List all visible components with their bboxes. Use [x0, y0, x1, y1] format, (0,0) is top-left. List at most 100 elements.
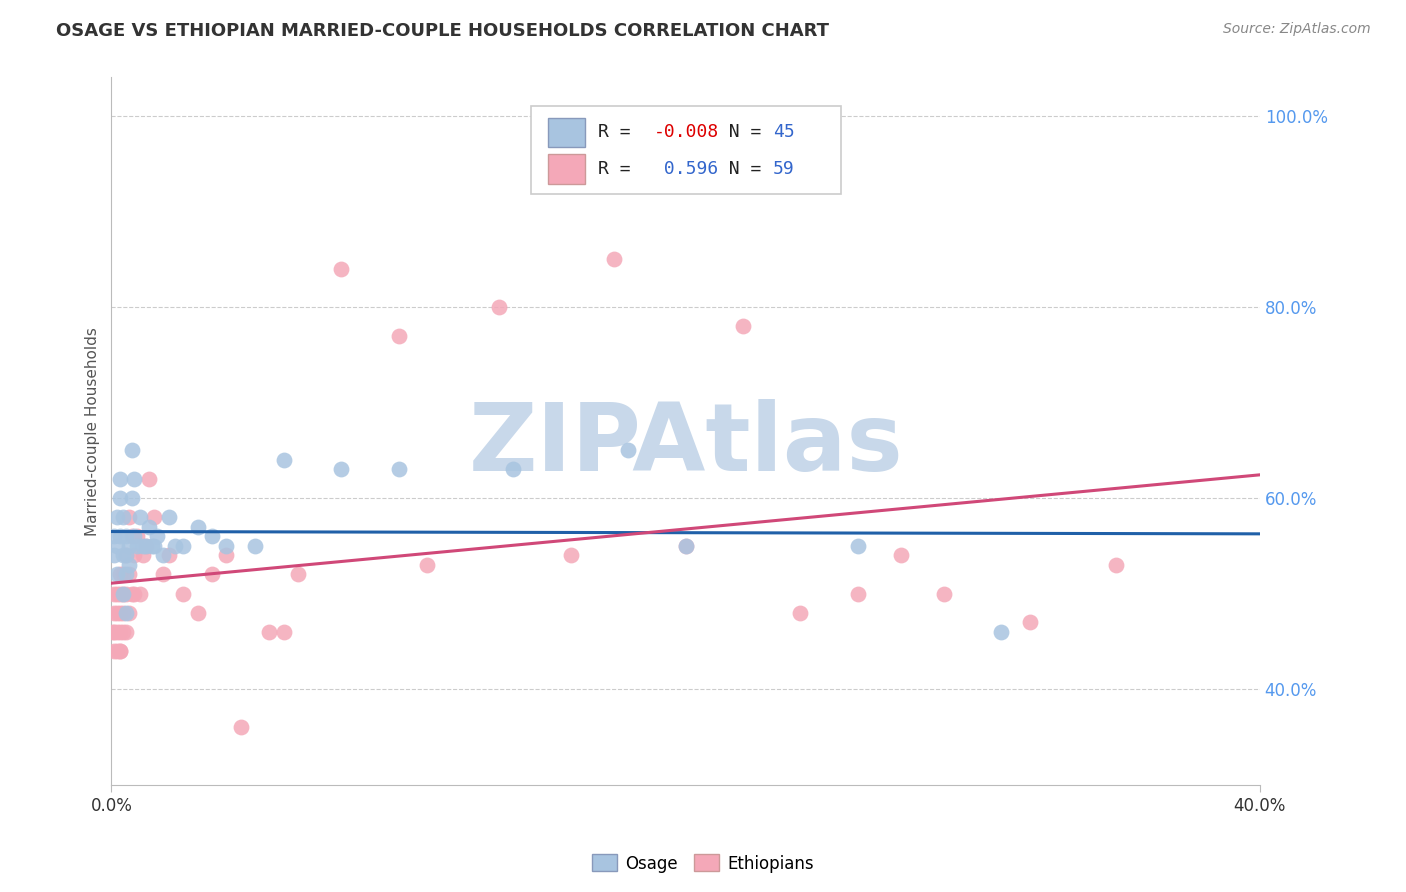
Point — [103, 549, 125, 563]
Point — [330, 462, 353, 476]
Point — [560, 549, 582, 563]
Text: 0.596: 0.596 — [654, 160, 718, 178]
Point — [416, 558, 439, 572]
Point — [124, 529, 146, 543]
Text: N =: N = — [707, 160, 773, 178]
Text: ZIPAtlas: ZIPAtlas — [468, 400, 903, 491]
Point — [103, 624, 125, 639]
Point — [157, 510, 180, 524]
Point — [117, 539, 139, 553]
Point — [114, 529, 136, 543]
Text: Source: ZipAtlas.com: Source: ZipAtlas.com — [1223, 22, 1371, 37]
Point — [138, 472, 160, 486]
FancyBboxPatch shape — [530, 106, 841, 194]
Point — [287, 567, 309, 582]
Point — [846, 539, 869, 553]
Text: R =: R = — [599, 123, 643, 142]
Text: R =: R = — [599, 160, 643, 178]
Point — [103, 606, 125, 620]
Point — [105, 624, 128, 639]
Point — [187, 519, 209, 533]
Point — [215, 539, 238, 553]
Point — [117, 606, 139, 620]
Point — [387, 328, 409, 343]
Point — [172, 539, 194, 553]
Point — [152, 567, 174, 582]
Point — [259, 624, 281, 639]
Point — [105, 644, 128, 658]
Point — [103, 644, 125, 658]
Point — [111, 586, 134, 600]
FancyBboxPatch shape — [548, 154, 585, 184]
Point — [132, 549, 155, 563]
Legend: Osage, Ethiopians: Osage, Ethiopians — [585, 847, 821, 880]
Point — [1019, 615, 1042, 630]
Point — [731, 318, 754, 333]
Point — [124, 472, 146, 486]
Point — [105, 606, 128, 620]
Point — [114, 606, 136, 620]
Point — [152, 549, 174, 563]
Point — [108, 644, 131, 658]
Point — [273, 624, 295, 639]
Text: 45: 45 — [773, 123, 794, 142]
Y-axis label: Married-couple Households: Married-couple Households — [86, 326, 100, 535]
Point — [114, 567, 136, 582]
Point — [101, 624, 124, 639]
Point — [129, 510, 152, 524]
Point — [108, 529, 131, 543]
Point — [1105, 558, 1128, 572]
Point — [111, 606, 134, 620]
Point — [172, 586, 194, 600]
Point — [617, 443, 640, 458]
Point — [163, 539, 186, 553]
Text: 59: 59 — [773, 160, 794, 178]
Text: OSAGE VS ETHIOPIAN MARRIED-COUPLE HOUSEHOLDS CORRELATION CHART: OSAGE VS ETHIOPIAN MARRIED-COUPLE HOUSEH… — [56, 22, 830, 40]
Point — [117, 567, 139, 582]
Point — [187, 606, 209, 620]
Text: -0.008: -0.008 — [654, 123, 718, 142]
Point — [932, 586, 955, 600]
Point — [121, 443, 143, 458]
Point — [675, 539, 697, 553]
Point — [129, 586, 152, 600]
Point — [121, 491, 143, 505]
Point — [105, 567, 128, 582]
Point — [132, 539, 155, 553]
Point — [105, 539, 128, 553]
Point — [121, 529, 143, 543]
Point — [108, 472, 131, 486]
FancyBboxPatch shape — [548, 118, 585, 147]
Point — [124, 549, 146, 563]
Point — [127, 529, 149, 543]
Text: N =: N = — [707, 123, 773, 142]
Point — [330, 261, 353, 276]
Point — [846, 586, 869, 600]
Point — [135, 539, 157, 553]
Point — [138, 519, 160, 533]
Point — [990, 624, 1012, 639]
Point — [111, 567, 134, 582]
Point — [111, 586, 134, 600]
Point — [103, 586, 125, 600]
Point — [105, 586, 128, 600]
Point — [111, 624, 134, 639]
Point — [111, 549, 134, 563]
Point — [143, 510, 166, 524]
Point — [201, 567, 224, 582]
Point — [114, 549, 136, 563]
Point — [229, 720, 252, 734]
Point — [146, 529, 169, 543]
Point — [108, 491, 131, 505]
Point — [114, 624, 136, 639]
Point — [215, 549, 238, 563]
Point — [114, 586, 136, 600]
Point — [603, 252, 626, 266]
Point — [117, 510, 139, 524]
Point — [108, 624, 131, 639]
Point — [201, 529, 224, 543]
Point — [127, 539, 149, 553]
Point — [111, 510, 134, 524]
Point — [117, 558, 139, 572]
Point — [675, 539, 697, 553]
